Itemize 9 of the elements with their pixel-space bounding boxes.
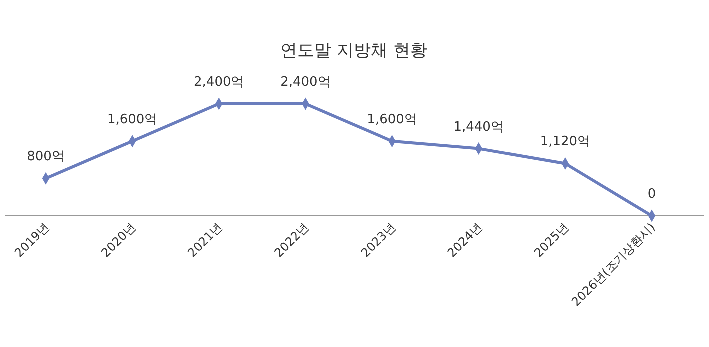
data-label: 1,600억 [367,112,418,128]
data-label: 2,400억 [280,75,331,90]
data-label: 800억 [27,150,65,165]
data-label: 1,120억 [540,134,591,150]
chart-title: 연도말 지방채 현황 [280,41,428,61]
data-label: 1,440억 [454,120,504,135]
data-label: 1,600억 [107,112,158,128]
data-label: 0 [648,187,656,202]
data-label: 2,400억 [194,75,244,90]
